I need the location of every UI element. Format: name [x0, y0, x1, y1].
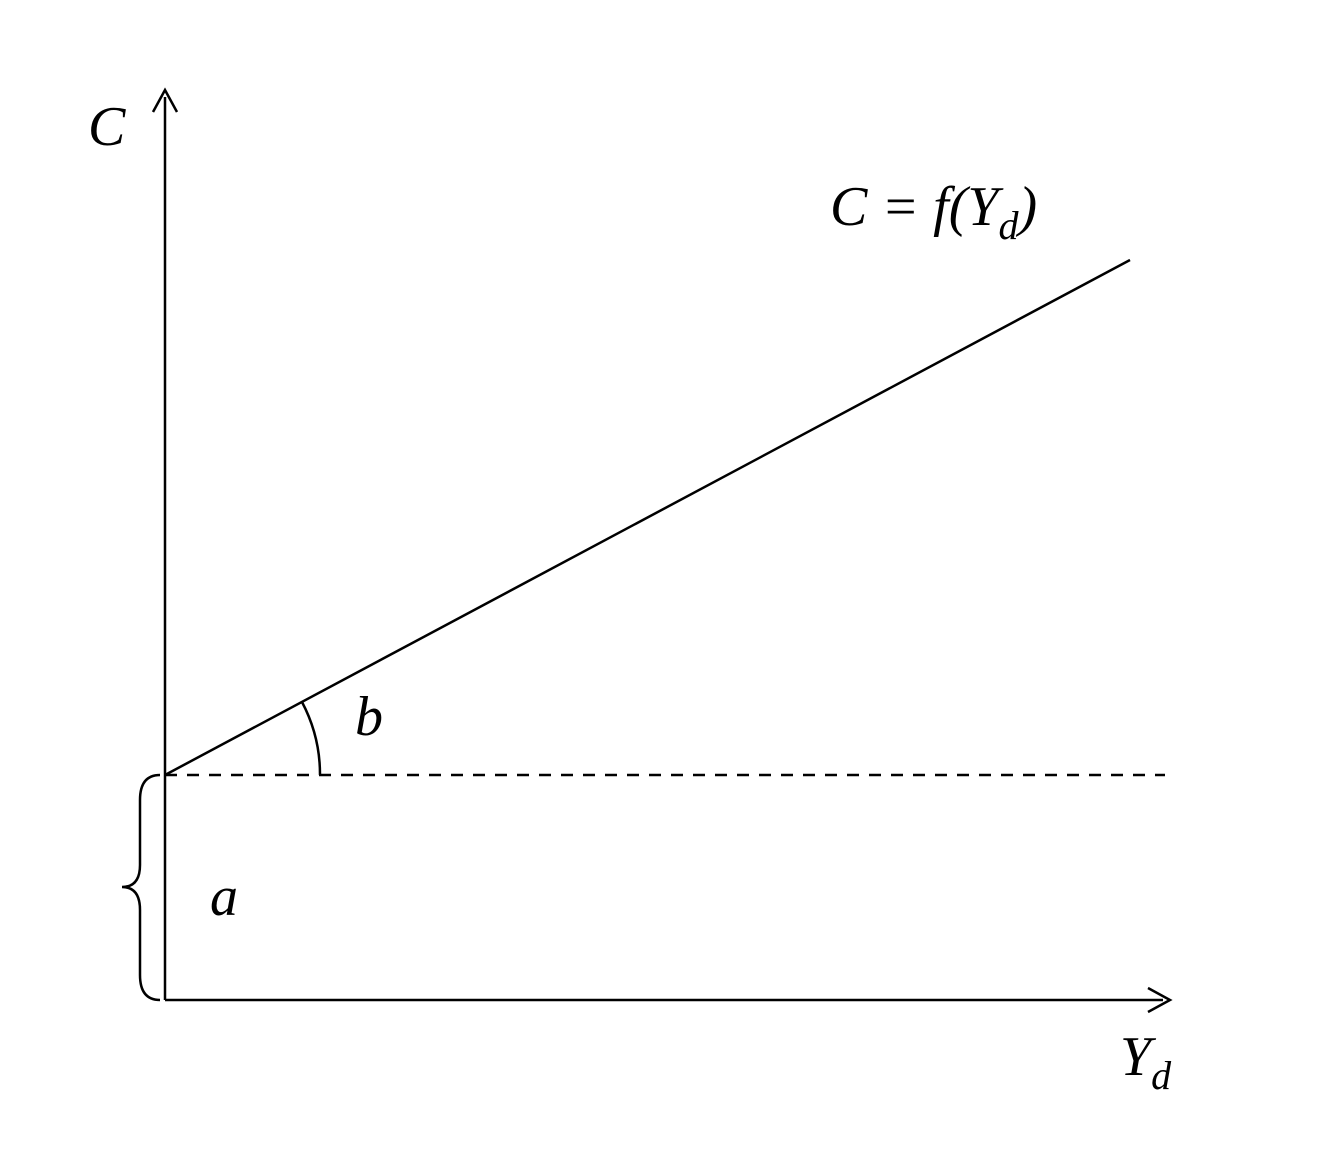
function-label-suffix: )	[1016, 176, 1038, 238]
function-label: C = f(Yd)	[830, 176, 1037, 248]
x-axis-label-sub: d	[1151, 1053, 1172, 1098]
chart-svg: C Yd C = f(Yd) b a	[0, 0, 1327, 1171]
function-label-sub: d	[999, 203, 1020, 248]
x-axis-label: Yd	[1120, 1026, 1172, 1098]
function-label-prefix: C = f(Y	[830, 176, 1004, 238]
intercept-brace	[122, 775, 160, 1000]
angle-label: b	[355, 686, 383, 748]
consumption-function-diagram: C Yd C = f(Yd) b a	[0, 0, 1327, 1171]
y-axis-label: C	[88, 96, 126, 158]
consumption-function-line	[165, 260, 1130, 775]
intercept-label: a	[210, 866, 238, 928]
angle-arc	[302, 702, 320, 775]
